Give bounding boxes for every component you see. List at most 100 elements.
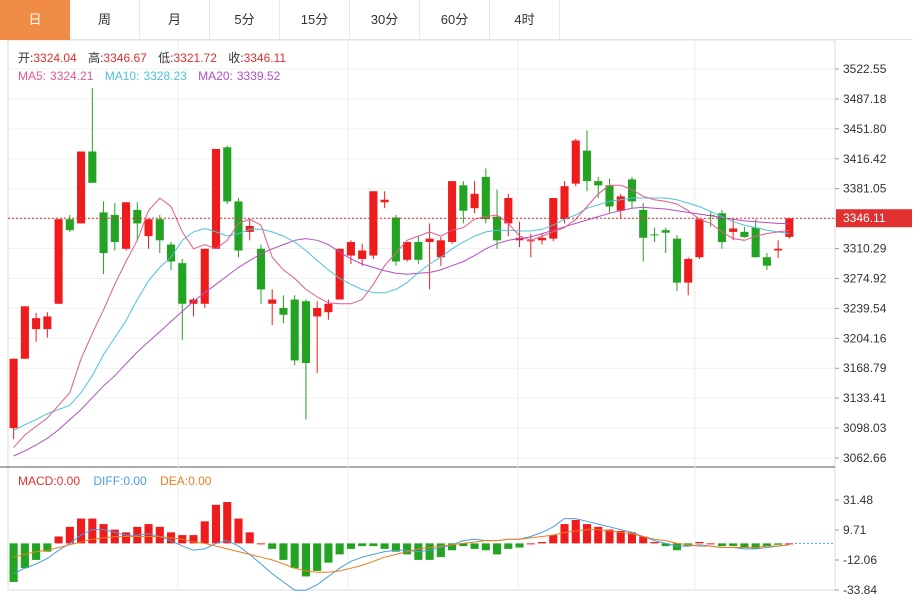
candle-body-23 (268, 299, 277, 304)
candle-body-32 (369, 191, 378, 256)
macd-bar-54 (616, 530, 625, 544)
candle-body-38 (436, 240, 445, 258)
macd-bar-40 (459, 543, 468, 547)
diff-label: DIFF: (93, 474, 123, 488)
macd-bar-65 (740, 543, 749, 548)
candle-body-39 (448, 181, 457, 243)
candle-body-2 (32, 318, 41, 330)
candle-body-36 (414, 242, 423, 260)
macd-bar-69 (785, 543, 794, 545)
candle-body-56 (639, 209, 648, 238)
tab-6[interactable]: 60分 (420, 0, 490, 40)
candle-body-13 (155, 219, 164, 241)
tab-4[interactable]: 15分 (280, 0, 350, 40)
high-label: 高: (88, 50, 103, 65)
candle-body-52 (594, 181, 603, 186)
macd-bar-0 (9, 543, 18, 582)
macd-bar-27 (313, 543, 322, 571)
macd-bar-39 (448, 543, 457, 551)
macd-bar-46 (526, 543, 535, 545)
high-value: 3346.67 (103, 51, 147, 65)
chart-frame (7, 40, 836, 591)
price-tick-6: 3310.29 (843, 242, 887, 256)
tab-0[interactable]: 日 (0, 0, 70, 40)
tab-5[interactable]: 30分 (350, 0, 420, 40)
close-label: 收: (228, 51, 243, 65)
macd-bar-44 (504, 543, 513, 549)
macd-bar-50 (571, 519, 580, 544)
macd-bar-29 (335, 543, 344, 555)
price-tick-11: 3133.41 (843, 391, 887, 405)
candle-body-31 (358, 250, 367, 259)
ma5-line (13, 184, 790, 448)
candle-body-51 (582, 150, 592, 182)
candle-body-67 (762, 257, 771, 266)
candle-body-8 (99, 212, 108, 254)
macd-tick-2: -12.06 (843, 553, 877, 567)
candle-body-28 (324, 303, 333, 313)
macd-bar-24 (279, 543, 288, 560)
candle-body-58 (661, 230, 670, 233)
tab-3[interactable]: 5分 (210, 0, 280, 40)
macd-bar-16 (189, 535, 198, 544)
candle-body-6 (77, 151, 86, 224)
macd-label: MACD: (18, 474, 57, 488)
candle-body-30 (346, 242, 355, 256)
macd-bar-47 (537, 541, 547, 544)
grid-lines (0, 40, 836, 591)
macd-bar-25 (290, 543, 299, 569)
price-tick-8: 3239.54 (843, 301, 887, 315)
candle-body-3 (43, 316, 52, 330)
candle-body-26 (301, 301, 310, 363)
close-value: 3346.11 (244, 51, 287, 65)
macd-tick-0: 31.48 (843, 493, 873, 507)
ma10-line (13, 197, 790, 432)
candle-body-60 (684, 258, 693, 283)
macd-bar-57 (650, 541, 659, 544)
macd-bar-58 (661, 543, 670, 547)
candle-body-61 (695, 219, 704, 258)
macd-value: 0.00 (57, 474, 81, 488)
candle-body-19 (223, 147, 232, 202)
ma10-value: 3328.23 (143, 69, 187, 83)
macd-bar-32 (369, 543, 378, 547)
macd-bar-41 (470, 543, 479, 549)
price-tick-1: 3487.18 (843, 92, 887, 106)
macd-bar-22 (256, 543, 266, 545)
candle-body-64 (729, 228, 738, 232)
macd-bar-52 (594, 526, 603, 544)
candle-body-37 (425, 238, 434, 243)
macd-bar-33 (380, 543, 389, 549)
candle-body-59 (672, 238, 681, 283)
candle-body-18 (211, 148, 221, 249)
macd-bar-21 (245, 532, 254, 544)
ma5-value: 3324.21 (50, 69, 94, 83)
macd-bar-53 (605, 529, 614, 544)
low-label: 低: (158, 51, 173, 65)
macd-bar-34 (391, 543, 400, 552)
macd-bar-5 (65, 526, 74, 544)
candle-body-12 (144, 219, 153, 237)
macd-bar-61 (695, 541, 704, 544)
ma20-line (13, 206, 790, 457)
candle-body-7 (88, 151, 97, 183)
dea-line (13, 529, 790, 573)
macd-bar-64 (729, 543, 738, 547)
candle-body-47 (537, 237, 547, 241)
ma10-label: MA10: (105, 69, 140, 83)
macd-bar-49 (560, 524, 569, 544)
macd-bar-67 (762, 543, 771, 547)
period-tabs: 日周月 5分 15分 30分 60分 4时 (0, 0, 913, 40)
tab-1[interactable]: 周 (70, 0, 140, 40)
current-price-badge (836, 209, 912, 228)
info-line-2: MA5: 3324.21 MA10: 3328.23 MA20: 3339.52 (18, 69, 281, 83)
tab-2[interactable]: 月 (140, 0, 210, 40)
macd-bar-30 (346, 543, 355, 549)
macd-bar-8 (99, 524, 108, 544)
macd-bar-62 (706, 543, 715, 545)
dea-value: 0.00 (188, 474, 212, 488)
candle-body-4 (54, 219, 63, 304)
candle-body-63 (717, 213, 726, 243)
tab-7[interactable]: 4时 (490, 0, 560, 40)
candle-body-69 (785, 218, 794, 237)
